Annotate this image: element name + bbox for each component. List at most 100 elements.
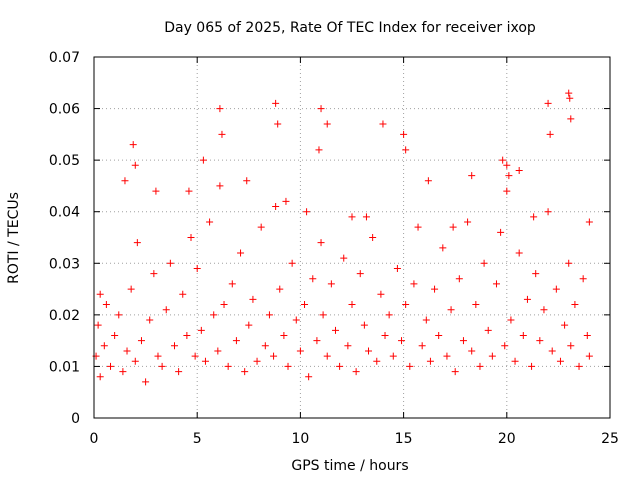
data-point (414, 223, 422, 231)
data-point (546, 130, 554, 138)
data-point (418, 342, 426, 350)
data-point (544, 99, 552, 107)
data-point (402, 146, 410, 154)
data-point (406, 362, 414, 370)
data-point (402, 301, 410, 309)
data-point (272, 203, 280, 211)
data-point (131, 357, 139, 365)
chart-title: Day 065 of 2025, Rate Of TEC Index for r… (164, 20, 536, 36)
data-point (344, 342, 352, 350)
data-point (449, 223, 457, 231)
y-tick-label: 0.02 (49, 308, 80, 324)
x-tick-label: 15 (395, 431, 413, 447)
data-point (532, 270, 540, 278)
data-point (468, 172, 476, 180)
data-point (336, 362, 344, 370)
data-point (424, 177, 432, 185)
data-point (193, 264, 201, 272)
data-point (499, 156, 507, 164)
y-tick-label: 0.03 (49, 256, 80, 272)
data-point (575, 362, 583, 370)
data-point (102, 301, 110, 309)
data-point (276, 285, 284, 293)
data-point (476, 362, 484, 370)
data-point (245, 321, 253, 329)
data-point (567, 115, 575, 123)
data-point (249, 295, 257, 303)
data-point (393, 264, 401, 272)
data-point (317, 105, 325, 113)
data-point (385, 311, 393, 319)
grid (94, 57, 610, 418)
data-point (410, 280, 418, 288)
data-point (523, 295, 531, 303)
data-point (530, 213, 538, 221)
data-point (121, 177, 129, 185)
data-point (472, 301, 480, 309)
plot-frame (93, 56, 611, 419)
data-point (94, 321, 102, 329)
data-point (480, 259, 488, 267)
x-tick-label: 25 (601, 431, 619, 447)
data-point (288, 259, 296, 267)
data-point (162, 306, 170, 314)
data-point (459, 337, 467, 345)
data-point (484, 326, 492, 334)
x-tick-label: 5 (193, 431, 202, 447)
x-tick-label: 20 (498, 431, 516, 447)
x-tick-label: 0 (90, 431, 99, 447)
data-point (214, 347, 222, 355)
data-point (352, 368, 360, 376)
data-point (348, 213, 356, 221)
data-point (111, 331, 119, 339)
axis-ticks (93, 56, 611, 419)
data-point (565, 89, 573, 97)
data-point (317, 239, 325, 247)
data-point (422, 316, 430, 324)
data-point (115, 311, 123, 319)
x-tick-label: 10 (291, 431, 309, 447)
data-point (369, 234, 377, 241)
data-point (152, 187, 160, 195)
data-point (426, 357, 434, 365)
data-point (579, 275, 587, 283)
data-point (540, 306, 548, 314)
data-point (296, 347, 304, 355)
data-point (398, 337, 406, 345)
data-point (323, 120, 331, 128)
data-point (585, 218, 593, 226)
data-point (133, 239, 141, 247)
data-point (389, 352, 397, 360)
data-point (309, 275, 317, 283)
data-point (166, 259, 174, 267)
data-point (373, 357, 381, 365)
data-point (571, 301, 579, 309)
data-point (292, 316, 300, 324)
data-point (210, 311, 218, 319)
x-axis-label: GPS time / hours (291, 458, 408, 474)
data-point (323, 352, 331, 360)
data-point (327, 280, 335, 288)
data-point (265, 311, 273, 319)
data-point (216, 182, 224, 190)
data-point (183, 331, 191, 339)
data-point (365, 347, 373, 355)
data-point (464, 218, 472, 226)
data-point (303, 208, 311, 216)
data-point (552, 285, 560, 293)
data-point (556, 357, 564, 365)
data-point (431, 285, 439, 293)
data-point (232, 337, 240, 345)
data-point (503, 161, 511, 169)
data-point (228, 280, 236, 288)
data-point (566, 94, 574, 102)
data-point (119, 368, 127, 376)
data-point (505, 172, 513, 180)
data-point (548, 347, 556, 355)
data-point (96, 290, 104, 298)
data-point (455, 275, 463, 283)
data-point (305, 373, 313, 381)
data-point (131, 161, 139, 169)
